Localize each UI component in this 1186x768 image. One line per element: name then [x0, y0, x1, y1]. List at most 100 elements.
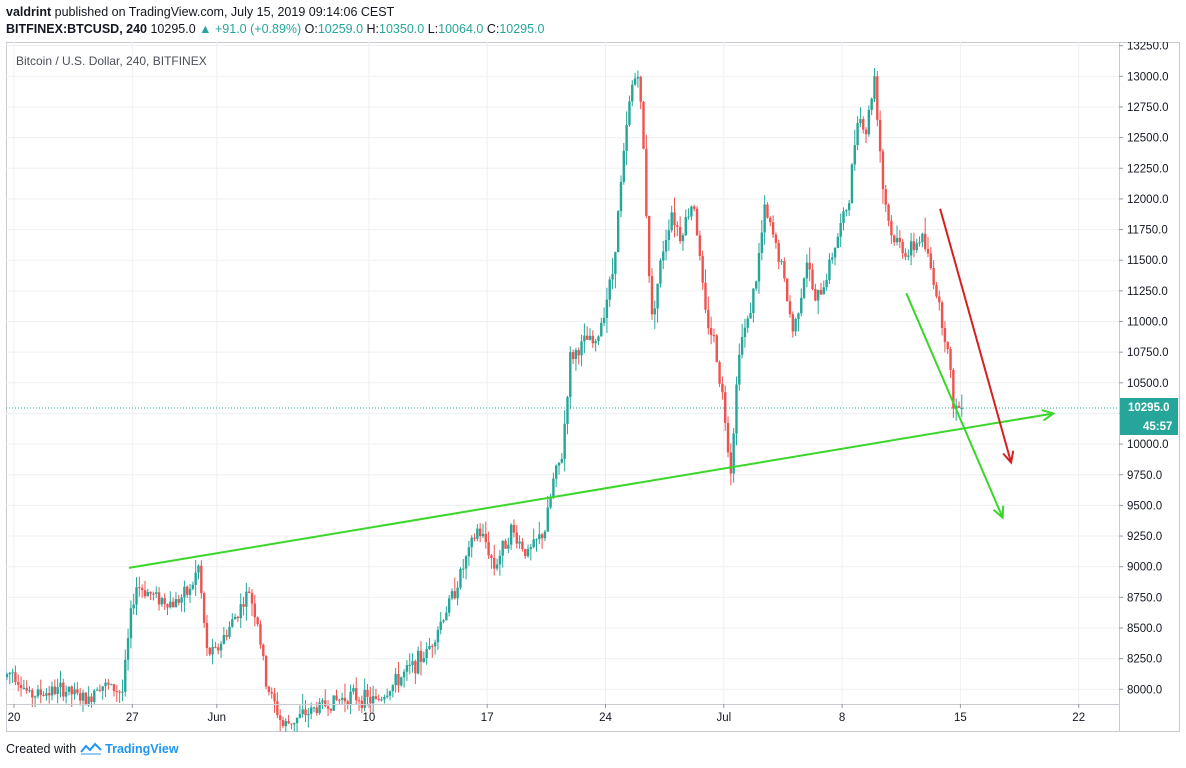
footer: Created with TradingView: [6, 742, 179, 756]
candle-body: [129, 608, 133, 639]
candle-body: [605, 299, 609, 318]
candle: [642, 100, 645, 150]
price-tick-label: 13250.0: [1127, 42, 1169, 53]
candle-body: [422, 658, 426, 662]
candle-body: [278, 715, 282, 721]
candle: [608, 276, 611, 307]
drawings: [128, 208, 1056, 569]
candle: [647, 215, 651, 283]
candle-body: [490, 555, 493, 558]
candle-body: [11, 672, 14, 674]
chart-frame[interactable]: 13250.0 13000.0 12750.0 12500.0 12250.0 12000…: [5, 41, 1180, 737]
candle: [473, 533, 476, 542]
candle: [763, 195, 766, 245]
candle: [93, 688, 96, 705]
candle-body: [712, 335, 716, 337]
time-axis[interactable]: 20 27 Jun 10 17 24 Jul 8 15 22: [8, 704, 1085, 724]
candle-body: [566, 396, 569, 424]
candle: [155, 586, 158, 598]
candle-body: [825, 280, 828, 288]
candle-body: [329, 708, 333, 711]
candle-body: [242, 604, 245, 607]
candle: [935, 282, 938, 299]
candle-body: [560, 458, 564, 463]
candle: [329, 708, 333, 714]
candle: [436, 626, 440, 650]
candle: [42, 691, 45, 697]
candle-body: [22, 687, 26, 689]
candle: [943, 321, 947, 353]
candle: [577, 347, 580, 365]
candle-body: [557, 462, 561, 466]
price-chart[interactable]: 13250.0 13000.0 12750.0 12500.0 12250.0 12000…: [5, 41, 1180, 737]
candle-body: [95, 689, 99, 691]
candle-body: [707, 309, 710, 329]
candle: [811, 263, 814, 291]
brand-name[interactable]: TradingView: [105, 742, 179, 756]
candle: [459, 567, 462, 590]
candle-body: [698, 235, 702, 257]
candle: [411, 653, 414, 673]
high-label: H:: [366, 22, 380, 36]
price-tick-label: 12000.0: [1127, 194, 1169, 206]
candle: [312, 706, 316, 713]
candle-body: [304, 709, 307, 716]
candle: [535, 538, 538, 552]
candle-body: [239, 604, 242, 619]
candle-body: [33, 696, 37, 698]
candle-body: [124, 659, 127, 692]
candle-body: [211, 646, 214, 655]
candle-body: [402, 671, 406, 678]
candle-body: [585, 335, 589, 340]
candle: [419, 641, 423, 676]
candle-body: [645, 148, 648, 216]
candle: [374, 688, 378, 700]
candle-body: [180, 597, 183, 603]
candle: [690, 205, 693, 221]
candle: [653, 300, 656, 329]
candle: [501, 540, 504, 568]
candle-body: [670, 212, 673, 231]
candle: [712, 328, 716, 343]
candle-body: [340, 697, 344, 700]
candle: [39, 679, 42, 704]
candle-body: [447, 598, 451, 613]
candle: [645, 134, 648, 219]
candle: [180, 594, 183, 612]
candle-body: [456, 587, 459, 599]
candle-body: [718, 362, 721, 384]
candle-body: [754, 281, 758, 289]
candle: [797, 312, 800, 332]
candle: [242, 596, 245, 616]
candle-body: [909, 241, 913, 256]
candle-body: [870, 98, 873, 110]
candle: [290, 723, 293, 730]
candle: [115, 684, 119, 702]
last-price: 10295.0: [150, 22, 196, 36]
candle-body: [842, 211, 845, 224]
candle: [583, 323, 586, 354]
candle-body: [450, 591, 454, 599]
candle: [62, 678, 65, 702]
candle-body: [495, 564, 499, 569]
publisher-name[interactable]: valdrint: [6, 5, 52, 19]
candle: [926, 236, 930, 258]
candle: [484, 521, 487, 549]
candle-body: [631, 84, 634, 102]
time-tick-label: 15: [954, 712, 967, 724]
candle: [746, 315, 749, 333]
candle-body: [580, 341, 583, 356]
candle: [631, 80, 634, 107]
candle-body: [577, 350, 580, 356]
candle-body: [766, 204, 769, 218]
candle: [143, 580, 147, 599]
candle-body: [5, 674, 9, 678]
candle: [211, 638, 214, 665]
candle: [864, 127, 868, 143]
candle-body: [836, 236, 840, 248]
candle-body: [487, 542, 490, 556]
open-value: 10259.0: [317, 22, 364, 36]
candle: [780, 259, 783, 265]
candle-body: [890, 220, 893, 236]
open-label: O:: [304, 22, 318, 36]
